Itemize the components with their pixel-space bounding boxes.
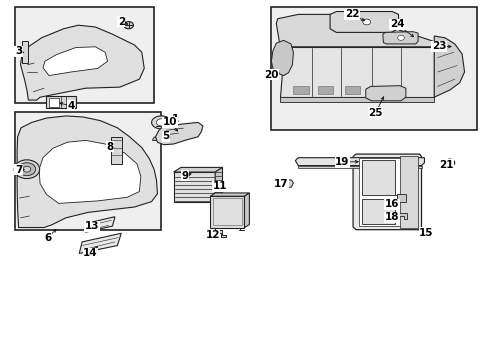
Polygon shape	[85, 217, 115, 232]
Bar	[15, 7, 154, 103]
Polygon shape	[396, 213, 406, 219]
Text: 25: 25	[367, 108, 382, 118]
Ellipse shape	[18, 163, 36, 176]
Polygon shape	[43, 47, 107, 76]
Text: 12: 12	[205, 230, 220, 240]
Text: 14: 14	[83, 248, 98, 258]
Polygon shape	[173, 172, 215, 202]
Polygon shape	[382, 32, 417, 44]
Polygon shape	[352, 154, 421, 230]
Text: 13: 13	[84, 221, 99, 231]
Polygon shape	[209, 230, 225, 237]
Text: 9: 9	[181, 171, 188, 181]
Polygon shape	[215, 167, 222, 202]
Polygon shape	[433, 36, 464, 97]
Polygon shape	[210, 196, 244, 228]
Text: 16: 16	[384, 199, 399, 210]
Polygon shape	[155, 122, 203, 145]
Polygon shape	[151, 116, 171, 129]
Polygon shape	[39, 140, 141, 203]
Bar	[271, 7, 476, 130]
Text: 3: 3	[15, 46, 22, 57]
Polygon shape	[295, 158, 424, 166]
Text: 5: 5	[163, 131, 169, 141]
Polygon shape	[79, 233, 121, 253]
Text: 1: 1	[171, 114, 178, 124]
Text: 7: 7	[15, 165, 22, 175]
Bar	[22, 41, 28, 63]
Bar	[396, 194, 405, 202]
Polygon shape	[279, 47, 433, 97]
Text: 6: 6	[44, 233, 51, 243]
Polygon shape	[210, 193, 249, 196]
Ellipse shape	[23, 166, 31, 172]
Text: 20: 20	[264, 70, 278, 80]
Bar	[344, 86, 360, 94]
Text: 23: 23	[431, 41, 446, 51]
Bar	[213, 198, 241, 225]
Text: 21: 21	[438, 160, 452, 170]
Bar	[317, 86, 333, 94]
Polygon shape	[20, 25, 144, 100]
Text: 4: 4	[67, 101, 75, 111]
Bar	[293, 86, 308, 94]
Polygon shape	[399, 156, 417, 228]
Polygon shape	[152, 135, 170, 140]
Bar	[15, 112, 161, 230]
Text: 19: 19	[334, 157, 349, 167]
Bar	[46, 96, 76, 108]
Ellipse shape	[397, 35, 404, 40]
Ellipse shape	[362, 19, 370, 25]
Text: 2: 2	[118, 17, 124, 27]
Polygon shape	[276, 14, 438, 47]
Polygon shape	[282, 180, 293, 187]
Text: 8: 8	[106, 142, 113, 152]
Bar	[49, 98, 59, 107]
Bar	[371, 86, 386, 94]
Polygon shape	[329, 12, 398, 32]
Ellipse shape	[123, 22, 133, 29]
Polygon shape	[361, 199, 394, 224]
Polygon shape	[358, 158, 416, 226]
Polygon shape	[17, 116, 157, 228]
Text: 17: 17	[273, 179, 288, 189]
Polygon shape	[365, 86, 405, 101]
Text: 11: 11	[212, 181, 227, 192]
Text: 18: 18	[384, 212, 399, 222]
Ellipse shape	[14, 160, 40, 179]
Polygon shape	[156, 119, 166, 126]
Bar	[111, 137, 122, 164]
Text: 22: 22	[344, 9, 359, 19]
Polygon shape	[173, 167, 222, 172]
Ellipse shape	[444, 159, 454, 166]
Text: 15: 15	[418, 228, 433, 238]
Text: 10: 10	[163, 117, 177, 127]
Polygon shape	[361, 160, 394, 195]
Polygon shape	[244, 193, 249, 228]
Polygon shape	[279, 97, 433, 102]
Polygon shape	[298, 166, 421, 168]
Text: 24: 24	[389, 19, 404, 30]
Polygon shape	[271, 40, 293, 76]
